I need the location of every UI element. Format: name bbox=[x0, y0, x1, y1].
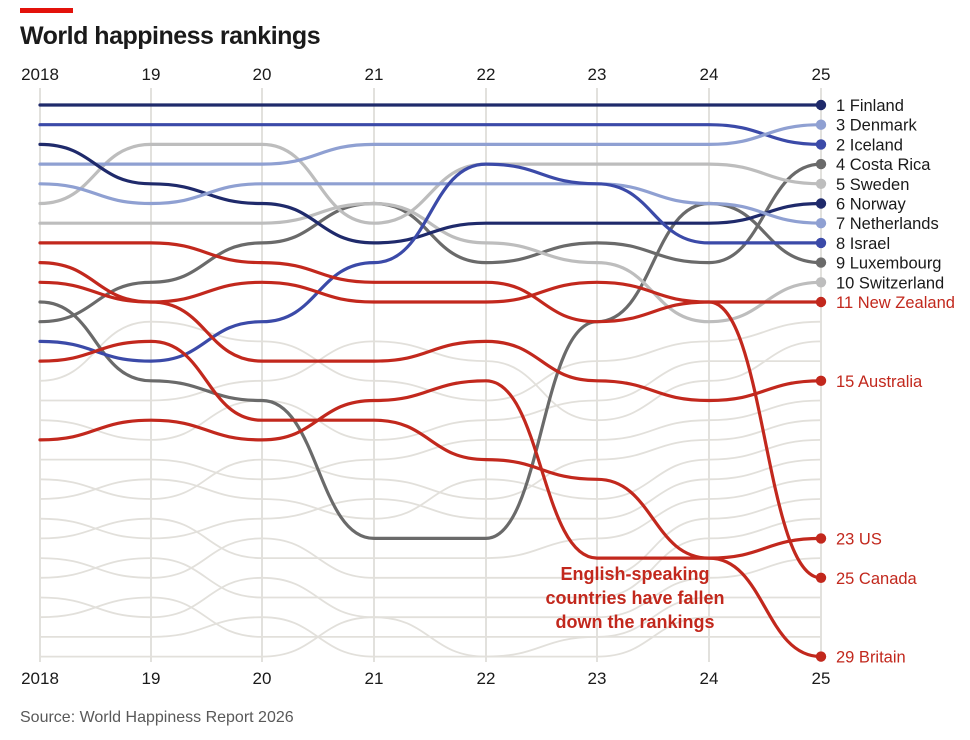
source-note: Source: World Happiness Report 2026 bbox=[20, 709, 294, 726]
end-marker bbox=[815, 651, 827, 662]
annotation-line: English-speaking bbox=[560, 564, 710, 584]
series-label: 8 Israel bbox=[836, 235, 890, 253]
series-line-australia bbox=[38, 261, 823, 403]
series-line-sweden bbox=[38, 142, 823, 225]
x-tick-label-top: 24 bbox=[700, 65, 719, 84]
series-label: 1 Finland bbox=[836, 97, 904, 115]
end-marker bbox=[815, 218, 827, 229]
end-marker bbox=[815, 119, 827, 130]
end-marker bbox=[815, 139, 827, 150]
series-label: 29 Britain bbox=[836, 649, 906, 667]
background-series-line bbox=[39, 596, 821, 638]
x-tick-label-bottom: 25 bbox=[812, 669, 831, 688]
background-series-line bbox=[39, 498, 822, 579]
x-tick-label-bottom: 20 bbox=[253, 669, 272, 688]
series-line-britain bbox=[38, 339, 823, 659]
series-line-luxembourg bbox=[38, 201, 823, 540]
x-tick-label-bottom: 24 bbox=[700, 669, 719, 688]
background-series-line bbox=[39, 517, 822, 599]
end-marker bbox=[815, 296, 827, 308]
brand-accent-bar bbox=[20, 8, 73, 13]
series-line-new-zealand bbox=[38, 280, 823, 304]
x-tick-label-bottom: 23 bbox=[588, 669, 607, 688]
background-series-line bbox=[39, 478, 822, 560]
x-tick-label-top: 25 bbox=[812, 65, 831, 84]
series-label: 9 Luxembourg bbox=[836, 255, 942, 273]
background-series-line bbox=[39, 340, 822, 422]
end-marker bbox=[815, 158, 827, 170]
annotation-line: down the rankings bbox=[555, 612, 715, 632]
series-label: 3 Denmark bbox=[836, 117, 917, 135]
annotation: English-speaking countries have fallen d… bbox=[520, 562, 750, 634]
background-series-line bbox=[39, 439, 822, 520]
series-label: 23 US bbox=[836, 530, 882, 548]
x-tick-label-top: 22 bbox=[477, 65, 496, 84]
x-tick-label-bottom: 21 bbox=[365, 669, 384, 688]
series-label: 25 Canada bbox=[836, 570, 918, 588]
series-label: 2 Iceland bbox=[836, 136, 903, 154]
background-series-line bbox=[39, 557, 822, 619]
series-label: 4 Costa Rica bbox=[836, 156, 931, 174]
series-line-canada bbox=[38, 241, 823, 580]
series-line-us bbox=[38, 379, 823, 560]
x-tick-label-top: 23 bbox=[588, 65, 607, 84]
x-tick-label-top: 21 bbox=[365, 65, 384, 84]
series-line-netherlands bbox=[38, 182, 823, 225]
end-marker bbox=[815, 257, 827, 268]
end-marker bbox=[815, 237, 827, 249]
end-marker bbox=[815, 375, 827, 386]
end-marker bbox=[815, 572, 827, 583]
series-label: 15 Australia bbox=[836, 373, 923, 391]
series-line-denmark bbox=[38, 123, 823, 166]
x-tick-label-bottom: 19 bbox=[142, 669, 161, 688]
background-series-line bbox=[39, 360, 821, 441]
chart-title: World happiness rankings bbox=[20, 22, 321, 50]
background-series-line bbox=[39, 419, 822, 500]
background-series-line bbox=[40, 616, 821, 658]
annotation-line: countries have fallen bbox=[545, 588, 725, 608]
x-tick-label-bottom: 2018 bbox=[21, 669, 59, 688]
end-marker bbox=[815, 277, 827, 288]
end-marker bbox=[815, 198, 827, 209]
background-series-line bbox=[39, 399, 822, 481]
end-marker bbox=[815, 533, 827, 544]
series-line-israel bbox=[38, 162, 823, 363]
x-tick-label-top: 2018 bbox=[21, 65, 59, 84]
end-marker bbox=[815, 178, 827, 189]
x-tick-label-bottom: 22 bbox=[477, 669, 496, 688]
series-line-switzerland bbox=[38, 201, 823, 324]
series-label: 10 Switzerland bbox=[836, 274, 944, 292]
series-label: 6 Norway bbox=[836, 196, 906, 214]
series-line-iceland bbox=[38, 123, 823, 146]
background-series-line bbox=[39, 616, 821, 658]
series-label: 11 New Zealand bbox=[836, 294, 955, 312]
background-series-line bbox=[39, 320, 822, 402]
series-label: 5 Sweden bbox=[836, 176, 909, 194]
end-marker bbox=[815, 99, 827, 111]
x-tick-label-top: 19 bbox=[142, 65, 161, 84]
series-label: 7 Netherlands bbox=[836, 215, 939, 233]
background-series-line bbox=[39, 458, 822, 540]
x-tick-label-top: 20 bbox=[253, 65, 272, 84]
